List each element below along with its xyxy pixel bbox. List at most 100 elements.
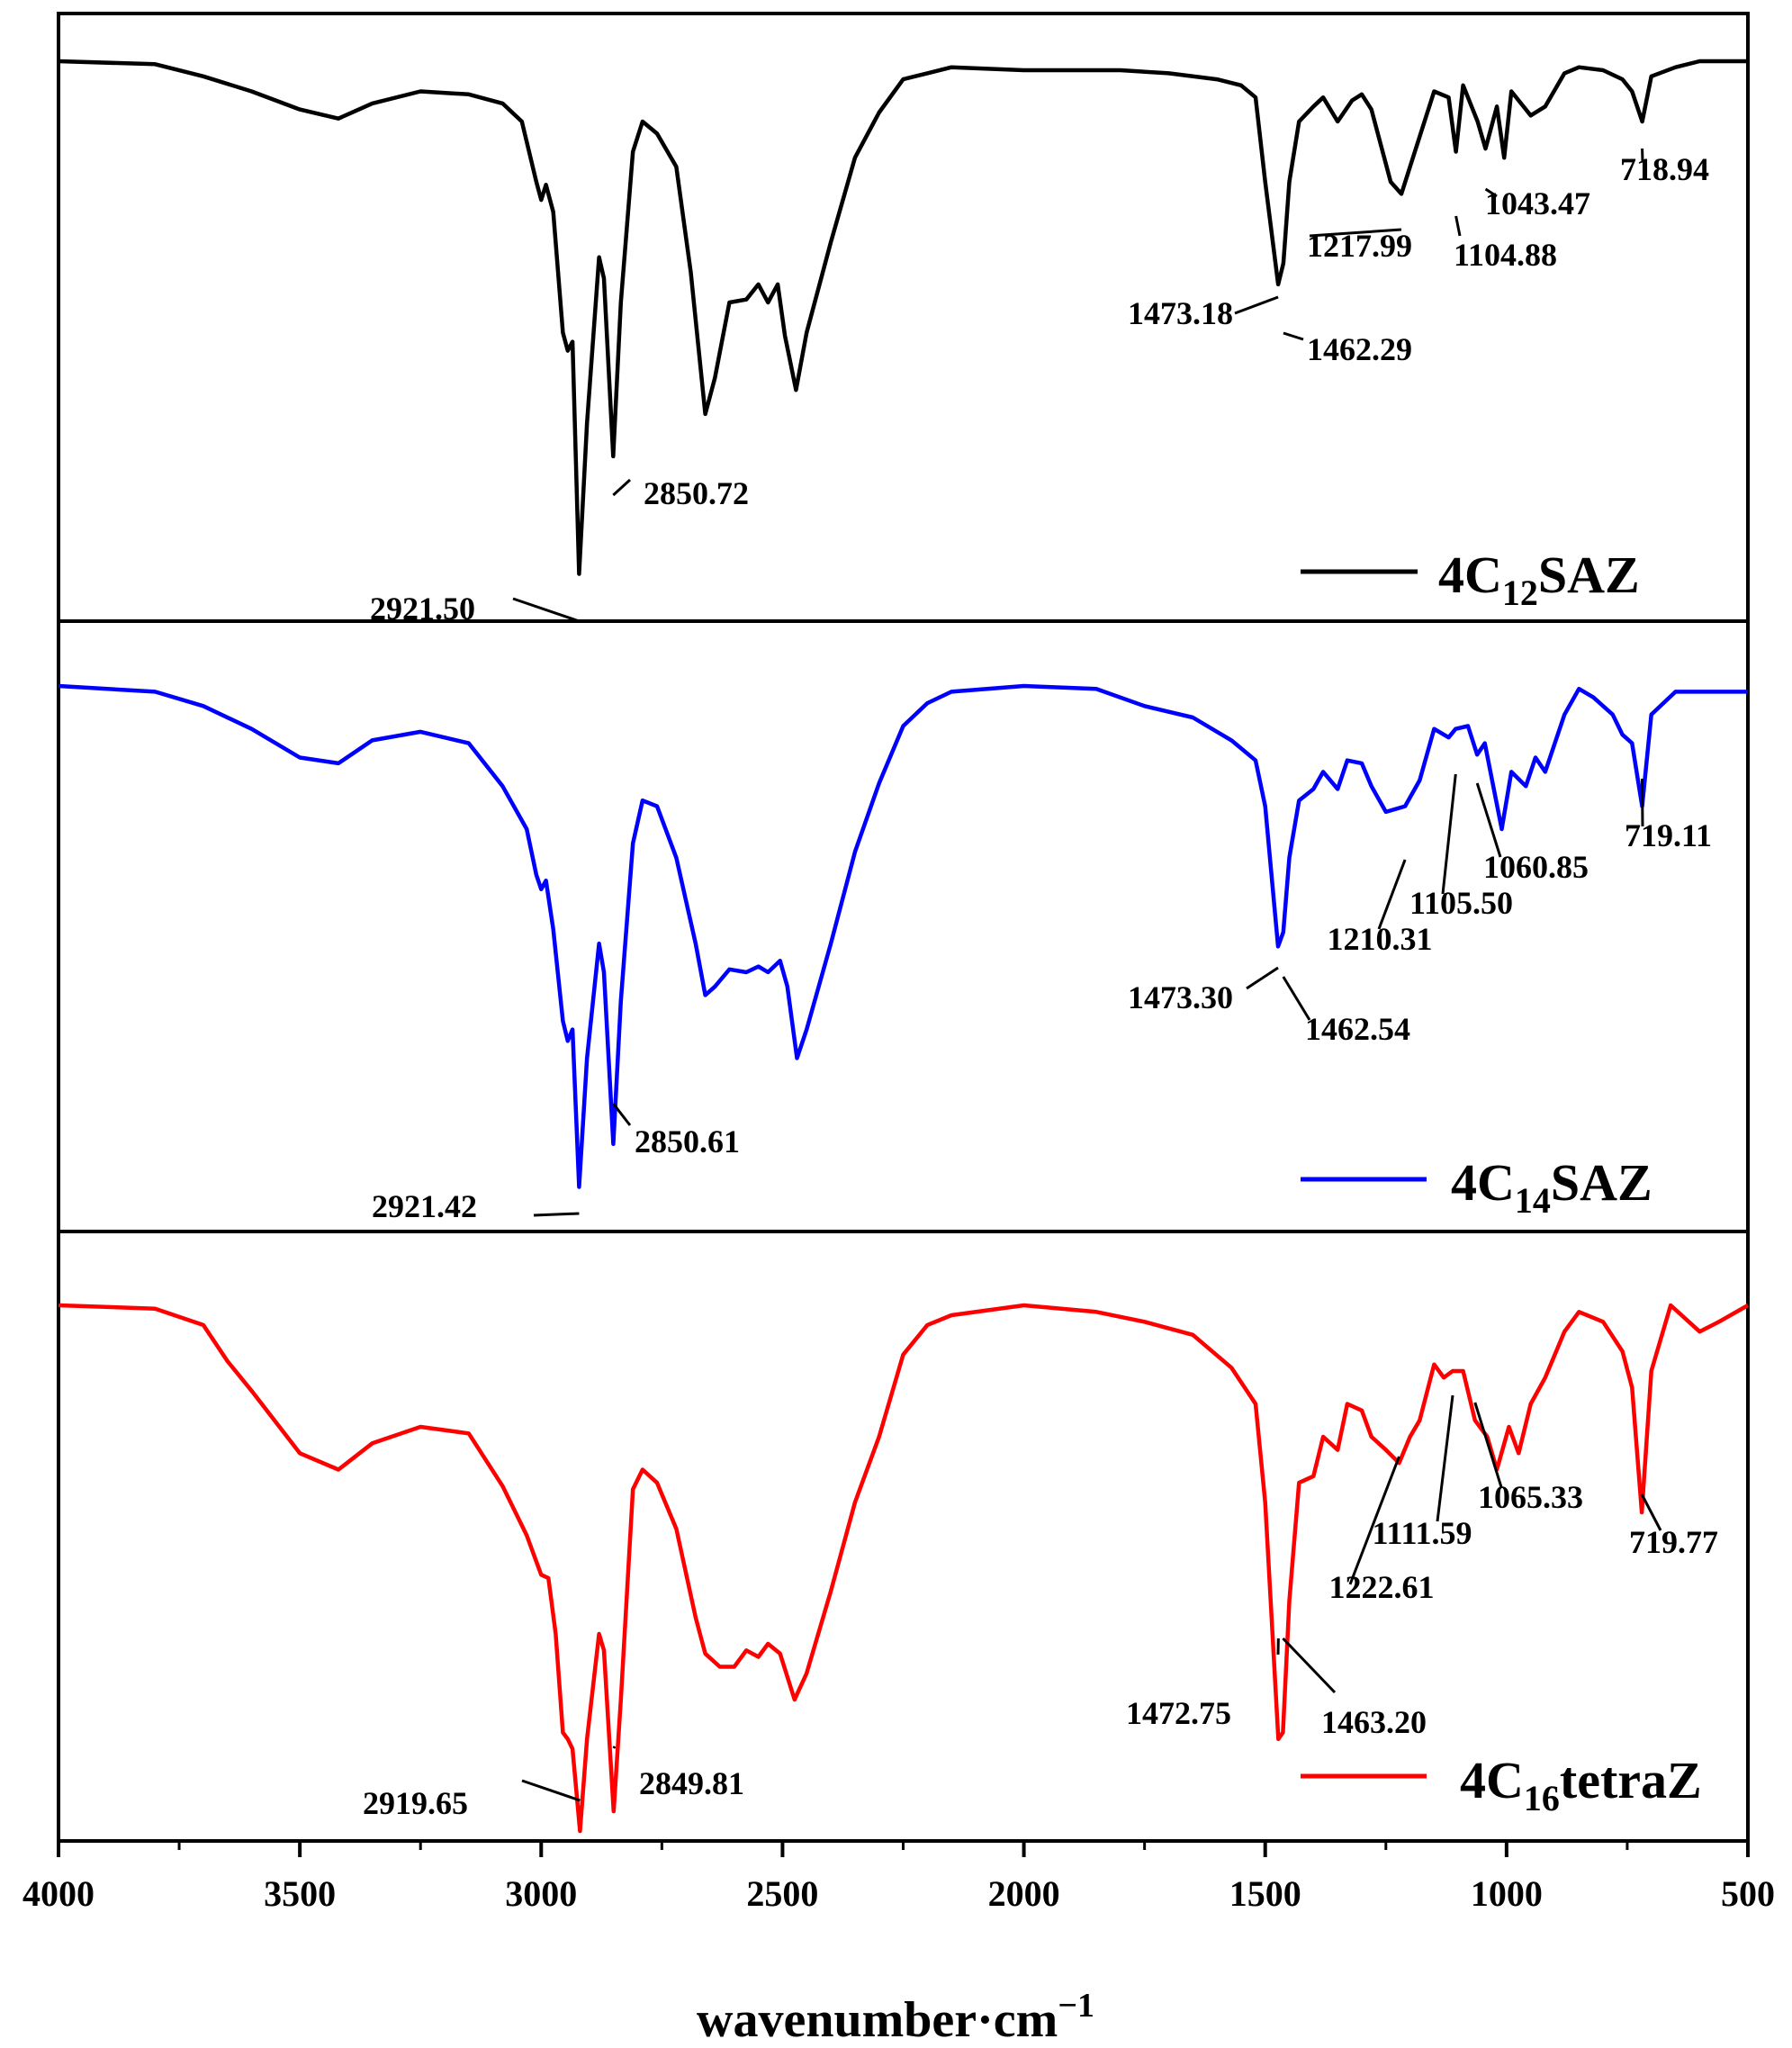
peak-leader-line: [1473, 1402, 1503, 1488]
peak-annotation: 719.11: [1625, 778, 1712, 853]
peak-annotation: 1065.33: [1473, 1402, 1583, 1515]
peak-leader-line: [612, 1746, 617, 1749]
peak-label: 2849.81: [639, 1765, 744, 1801]
peak-label: 1043.47: [1485, 185, 1590, 221]
peak-label: 1463.20: [1321, 1704, 1427, 1740]
peak-leader-line: [1283, 331, 1304, 341]
peak-annotation: 1463.20: [1282, 1637, 1427, 1740]
x-tick-label: 3000: [505, 1873, 577, 1914]
peak-leader-line: [1441, 773, 1457, 895]
peak-leader-line: [1640, 778, 1644, 827]
legend-label: 4C14SAZ: [1451, 1153, 1652, 1221]
peak-annotation: 2850.61: [612, 1103, 740, 1159]
legend-label-subscript: 12: [1502, 573, 1538, 613]
peak-label: 2919.65: [363, 1785, 468, 1821]
peak-annotation: 1462.29: [1283, 331, 1412, 367]
legend-label-suffix: SAZ: [1538, 546, 1640, 604]
x-axis-label: wavenumber·cm−1: [697, 1987, 1094, 2048]
panel-2: 2921.42 2850.61 1473.30 1462.54 1210.311105.…: [57, 619, 1750, 1233]
legend-label: 4C16tetraZ: [1460, 1751, 1702, 1818]
peak-annotation: 1210.31: [1328, 859, 1433, 957]
peak-label: 2850.72: [644, 475, 749, 511]
peak-leader-line: [1454, 215, 1462, 237]
peak-annotation: 1105.50: [1409, 773, 1513, 921]
peak-label: 2850.61: [635, 1123, 740, 1159]
peak-leader-line: [1246, 966, 1279, 990]
peak-leader-line: [1282, 976, 1311, 1021]
legend-label-prefix: 4C: [1460, 1751, 1524, 1809]
legend-label-suffix: SAZ: [1551, 1153, 1652, 1212]
x-tick-label: 2500: [746, 1873, 818, 1914]
peak-label: 1462.29: [1307, 331, 1412, 367]
legend-label-subscript: 16: [1524, 1778, 1560, 1818]
peak-annotation: 1222.61: [1329, 1456, 1435, 1605]
peak-leader-line: [1348, 1456, 1400, 1585]
peak-annotation: 718.94: [1620, 148, 1709, 187]
peak-annotation: 2849.81: [612, 1746, 744, 1801]
peak-label: 1462.54: [1305, 1011, 1410, 1047]
x-axis-label-exponent: −1: [1058, 1987, 1094, 2025]
legend-label-suffix: tetraZ: [1560, 1751, 1702, 1809]
peak-label: 1065.33: [1478, 1479, 1583, 1515]
peak-label: 718.94: [1620, 151, 1709, 187]
peak-label: 1472.75: [1126, 1695, 1231, 1731]
peak-label: 2921.42: [372, 1188, 477, 1224]
peak-annotation: 1217.99: [1307, 228, 1412, 264]
peak-annotation: 1111.59: [1372, 1394, 1472, 1551]
peak-label: 1111.59: [1372, 1515, 1472, 1551]
spectrum-line-2: [58, 683, 1748, 1189]
peak-leader-line: [1309, 228, 1402, 238]
peak-annotation: 2850.72: [612, 475, 749, 511]
peak-annotation: 2919.65: [363, 1779, 581, 1821]
legend-label: 4C12SAZ: [1438, 546, 1640, 613]
panel-frame: [57, 12, 1750, 623]
peak-leader-line: [512, 597, 580, 623]
panel-3: 2919.65 2849.81 1472.75 1463.20 1222.61 1111.…: [57, 1230, 1750, 1843]
x-tick-label: 2000: [988, 1873, 1060, 1914]
peak-label: 719.77: [1629, 1524, 1718, 1560]
peak-leader-line: [1282, 1637, 1337, 1694]
x-tick-label: 500: [1721, 1873, 1775, 1914]
x-axis: 4000 3500 3000 2500 2000 1500 1000 500: [23, 1841, 1775, 1914]
peak-annotation: 1060.85: [1475, 782, 1589, 885]
peak-leader-line: [612, 1103, 632, 1126]
peak-annotation: 1462.54: [1282, 976, 1410, 1047]
panel-frame: [57, 619, 1750, 1233]
legend-label-subscript: 14: [1515, 1180, 1551, 1221]
peak-label: 1222.61: [1329, 1569, 1435, 1605]
peak-leader-line: [612, 478, 632, 497]
peak-leader-line: [1484, 187, 1498, 198]
peak-leader-line: [1640, 1493, 1662, 1531]
legend-1: 4C12SAZ: [1301, 546, 1640, 613]
x-tick-label: 4000: [23, 1873, 95, 1914]
peak-annotation: 1472.75: [1126, 1637, 1280, 1731]
peak-annotation: 1473.30: [1128, 966, 1279, 1015]
x-tick-label: 3500: [264, 1873, 336, 1914]
x-tick-label: 1000: [1471, 1873, 1543, 1914]
peak-label: 1060.85: [1483, 849, 1589, 885]
panel-frame: [57, 1230, 1750, 1843]
peak-annotation: 719.77: [1629, 1493, 1718, 1560]
spectrum-line-3: [58, 1303, 1750, 1834]
x-axis-label-main: wavenumber·cm: [697, 1992, 1058, 2048]
peak-label: 719.11: [1625, 817, 1712, 853]
peak-annotation: 1473.18: [1128, 295, 1279, 331]
peak-leader-line: [521, 1779, 581, 1802]
peak-label: 1217.99: [1307, 228, 1412, 264]
peak-label: 1104.88: [1454, 237, 1557, 273]
legend-2: 4C14SAZ: [1301, 1153, 1652, 1221]
legend-3: 4C16tetraZ: [1301, 1751, 1702, 1818]
peak-label: 1105.50: [1409, 885, 1513, 921]
peak-leader-line: [533, 1212, 580, 1217]
peak-label: 1473.18: [1128, 295, 1233, 331]
peak-annotation: 1104.88: [1454, 215, 1557, 273]
peak-leader-line: [1475, 782, 1502, 858]
legend-label-prefix: 4C: [1451, 1153, 1515, 1212]
peak-leader-line: [1234, 295, 1279, 315]
peak-label: 1473.30: [1128, 979, 1233, 1015]
spectrum-line-1: [58, 59, 1748, 576]
peak-leader-line: [1436, 1394, 1454, 1522]
